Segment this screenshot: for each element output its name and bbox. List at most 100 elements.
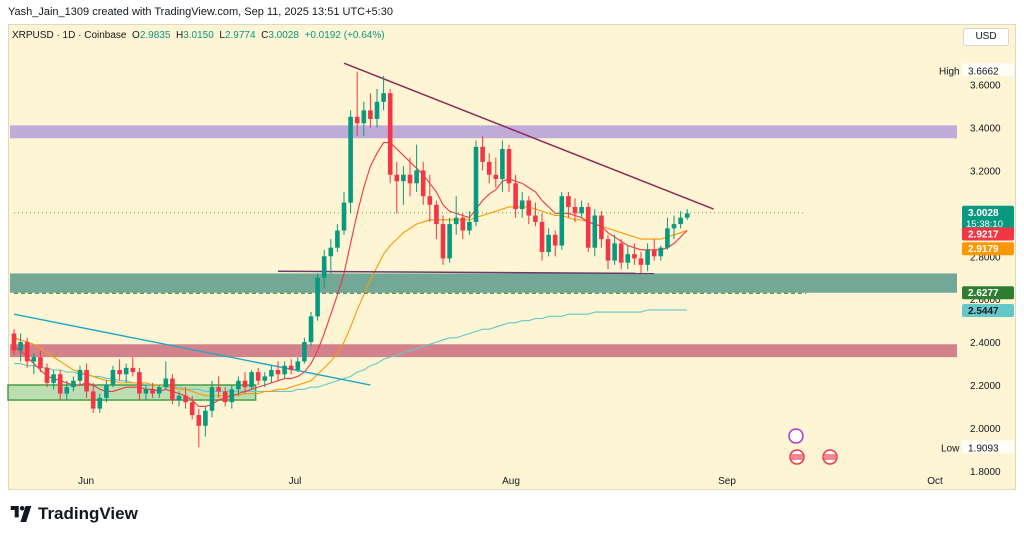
candle-body <box>460 217 466 231</box>
candle-body <box>269 369 274 377</box>
candle <box>77 365 83 386</box>
candle-body <box>513 183 518 210</box>
ma-fast-badge-text: 2.9217 <box>968 229 999 240</box>
candle <box>203 406 208 437</box>
candle <box>473 140 479 227</box>
candle <box>117 359 122 381</box>
candle-body <box>130 367 136 373</box>
candle <box>493 157 499 188</box>
flag-stripes <box>791 454 803 460</box>
symbol-legend[interactable]: XRPUSD · 1D · Coinbase O2.9835 H3.0150 L… <box>12 30 385 41</box>
tradingview-footer[interactable]: TradingView <box>10 504 138 524</box>
candle-body <box>71 380 76 388</box>
candle <box>242 372 248 394</box>
candle-body <box>533 215 538 222</box>
candle-body <box>374 101 380 119</box>
candle <box>572 198 578 222</box>
ma-mid-badge-text: 2.9179 <box>968 244 999 255</box>
candle <box>684 209 690 220</box>
price-tick-label: 2.4000 <box>970 338 1001 349</box>
candle-body <box>64 387 70 394</box>
candle-body <box>440 224 446 259</box>
price-tick-label: 2.2000 <box>970 381 1001 392</box>
flag-stripes <box>824 454 836 460</box>
time-tick-label: Oct <box>927 476 943 487</box>
candle-body <box>612 243 617 261</box>
candle-body <box>500 148 505 180</box>
candle <box>632 243 637 265</box>
candle-body <box>11 333 17 351</box>
candle <box>638 251 644 274</box>
dashed-level-badge-text: 2.6277 <box>968 288 999 299</box>
candle-body <box>348 116 353 203</box>
ma-slow-badge-box <box>962 304 1014 318</box>
candle <box>671 215 677 240</box>
candle-body <box>97 397 103 409</box>
candle-body <box>658 247 664 257</box>
open-value: 2.9835 <box>139 30 171 41</box>
candle <box>645 243 650 272</box>
high-label: H <box>175 30 184 41</box>
close-value: 3.0028 <box>268 30 299 41</box>
candle-body <box>84 369 89 392</box>
candle-body <box>401 174 406 182</box>
candle <box>546 228 551 257</box>
candle-body <box>249 372 254 388</box>
candle <box>579 200 584 218</box>
candle-body <box>137 372 142 394</box>
candle <box>209 380 215 418</box>
candle-body <box>176 395 182 401</box>
candle-body <box>77 369 83 381</box>
candle <box>526 196 532 225</box>
candle-body <box>618 243 624 263</box>
candle-body <box>315 277 320 317</box>
time-tick-label: Jun <box>78 476 94 487</box>
candle <box>31 352 37 375</box>
candle-body <box>480 146 485 162</box>
candle <box>137 367 142 401</box>
zones <box>7 125 957 401</box>
candle <box>236 376 241 396</box>
candle <box>658 245 664 261</box>
candle <box>374 88 380 128</box>
candle-body <box>506 148 512 184</box>
candle-body <box>407 174 413 184</box>
candle-body <box>453 217 459 225</box>
candle <box>414 144 419 192</box>
candle <box>255 367 261 386</box>
candle-body <box>308 316 314 343</box>
candle-body <box>341 202 347 231</box>
candle <box>183 387 188 409</box>
candle-body <box>414 170 419 184</box>
candle <box>44 363 50 388</box>
candle <box>651 239 657 261</box>
candle-body <box>368 110 373 119</box>
candle <box>440 215 446 265</box>
tradingview-logo-icon <box>10 506 32 522</box>
candle-body <box>599 215 604 240</box>
zone-support-lower <box>10 344 957 358</box>
candle-body <box>585 206 591 248</box>
chart-area[interactable] <box>8 24 1016 490</box>
candle-body <box>255 372 261 381</box>
candle-body <box>493 174 499 180</box>
candle-body <box>156 387 162 394</box>
candle <box>513 174 518 218</box>
candle-body <box>222 391 228 403</box>
currency-selector[interactable]: USD <box>963 28 1009 46</box>
candle-body <box>678 217 683 225</box>
event-icons <box>788 428 838 465</box>
candle-body <box>427 196 433 205</box>
candle <box>163 361 169 390</box>
candle <box>434 200 439 240</box>
candle-body <box>361 110 367 124</box>
drawn-lines <box>13 62 806 386</box>
author-credit: Yash_Jain_1309 created with TradingView.… <box>8 6 393 18</box>
candle-body <box>236 380 241 390</box>
candle <box>420 161 426 205</box>
price-tick-label: 3.4000 <box>970 124 1001 135</box>
candle-body <box>651 249 657 257</box>
candle <box>90 382 96 413</box>
